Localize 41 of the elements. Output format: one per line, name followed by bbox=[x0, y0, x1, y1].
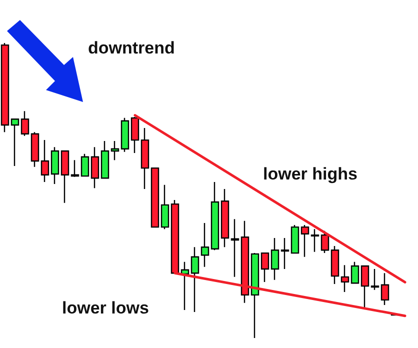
candlestick bbox=[140, 127, 150, 190]
candlestick bbox=[0, 42, 10, 133]
candlestick bbox=[230, 218, 240, 278]
candlestick bbox=[330, 245, 340, 285]
candlestick bbox=[170, 199, 180, 274]
candlestick bbox=[310, 228, 320, 252]
candlestick bbox=[40, 139, 50, 183]
candlestick bbox=[10, 118, 20, 167]
candlestick bbox=[380, 272, 390, 306]
candlestick bbox=[200, 222, 210, 268]
candlestick bbox=[180, 261, 190, 311]
candlestick bbox=[260, 252, 270, 283]
candlestick bbox=[280, 237, 290, 270]
candlestick bbox=[360, 265, 370, 310]
candlestick bbox=[290, 224, 300, 254]
candlestick bbox=[100, 140, 110, 179]
candlestick bbox=[300, 224, 310, 258]
candlestick bbox=[30, 131, 40, 168]
candlestick bbox=[20, 110, 30, 137]
candlestick bbox=[370, 268, 380, 291]
candlestick bbox=[210, 181, 220, 251]
candlestick bbox=[220, 188, 230, 248]
candlestick bbox=[120, 117, 130, 152]
candlestick bbox=[50, 146, 60, 185]
candlestick bbox=[90, 146, 100, 189]
candlestick bbox=[80, 153, 90, 177]
candlestick bbox=[60, 150, 70, 204]
candlestick bbox=[270, 237, 280, 280]
candlestick bbox=[160, 184, 170, 230]
candlestick bbox=[110, 140, 120, 161]
candlestick bbox=[350, 261, 360, 284]
candlestick bbox=[340, 264, 350, 293]
candlestick bbox=[130, 116, 140, 154]
candlestick bbox=[150, 167, 160, 228]
annotation: lower highs bbox=[263, 164, 358, 184]
candlestick bbox=[240, 220, 250, 304]
candlestick bbox=[190, 246, 200, 313]
annotation: downtrend bbox=[88, 38, 175, 58]
candlestick bbox=[250, 252, 260, 339]
candlestick bbox=[70, 160, 80, 178]
annotation: lower lows bbox=[62, 298, 149, 318]
